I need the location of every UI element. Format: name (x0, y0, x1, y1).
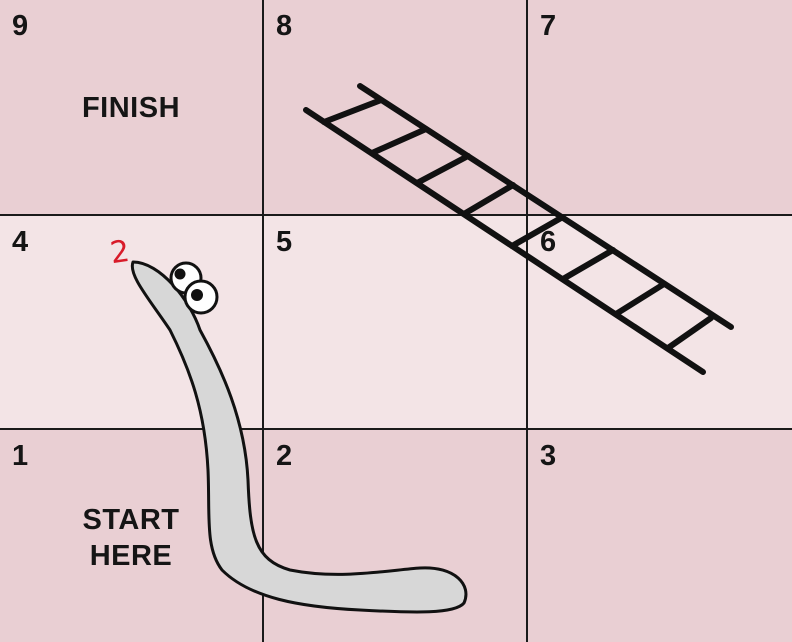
cell-number: 1 (12, 440, 29, 472)
ladder-rung (321, 97, 384, 125)
cell-number: 6 (540, 226, 557, 258)
ladder-rung (414, 153, 471, 186)
ladder-rung (613, 281, 667, 317)
start-label-line1: START (82, 504, 180, 536)
snake-body (130, 260, 468, 614)
cell-9[interactable]: 9 FINISH (0, 0, 264, 216)
start-label: START HERE (0, 502, 262, 574)
cell-7[interactable]: 7 (528, 0, 792, 216)
snake-eyes-icon (169, 261, 219, 315)
ladder-rung (560, 247, 616, 282)
ladder-rail-right (357, 83, 734, 330)
ladder-rung (665, 315, 714, 351)
start-label-line2: HERE (89, 540, 173, 572)
ladder-rung (509, 215, 564, 249)
cell-6[interactable]: 6 (528, 216, 792, 430)
ladder (303, 83, 734, 375)
cell-number: 3 (540, 440, 557, 472)
finish-label: FINISH (81, 92, 181, 124)
cell-number: 2 (276, 440, 293, 472)
cell-number: 8 (276, 10, 293, 42)
ladder-rail-left (303, 107, 706, 375)
ladder-rung (461, 182, 516, 217)
cell-3[interactable]: 3 (528, 430, 792, 642)
cell-5[interactable]: 5 (264, 216, 528, 430)
ladder-rung (369, 126, 429, 156)
cell-number: 4 (12, 226, 29, 258)
cell-number: 5 (276, 226, 293, 258)
cell-number: 7 (540, 10, 557, 42)
cell-number: 9 (12, 10, 29, 42)
snake-annotation: 2 (108, 234, 132, 271)
